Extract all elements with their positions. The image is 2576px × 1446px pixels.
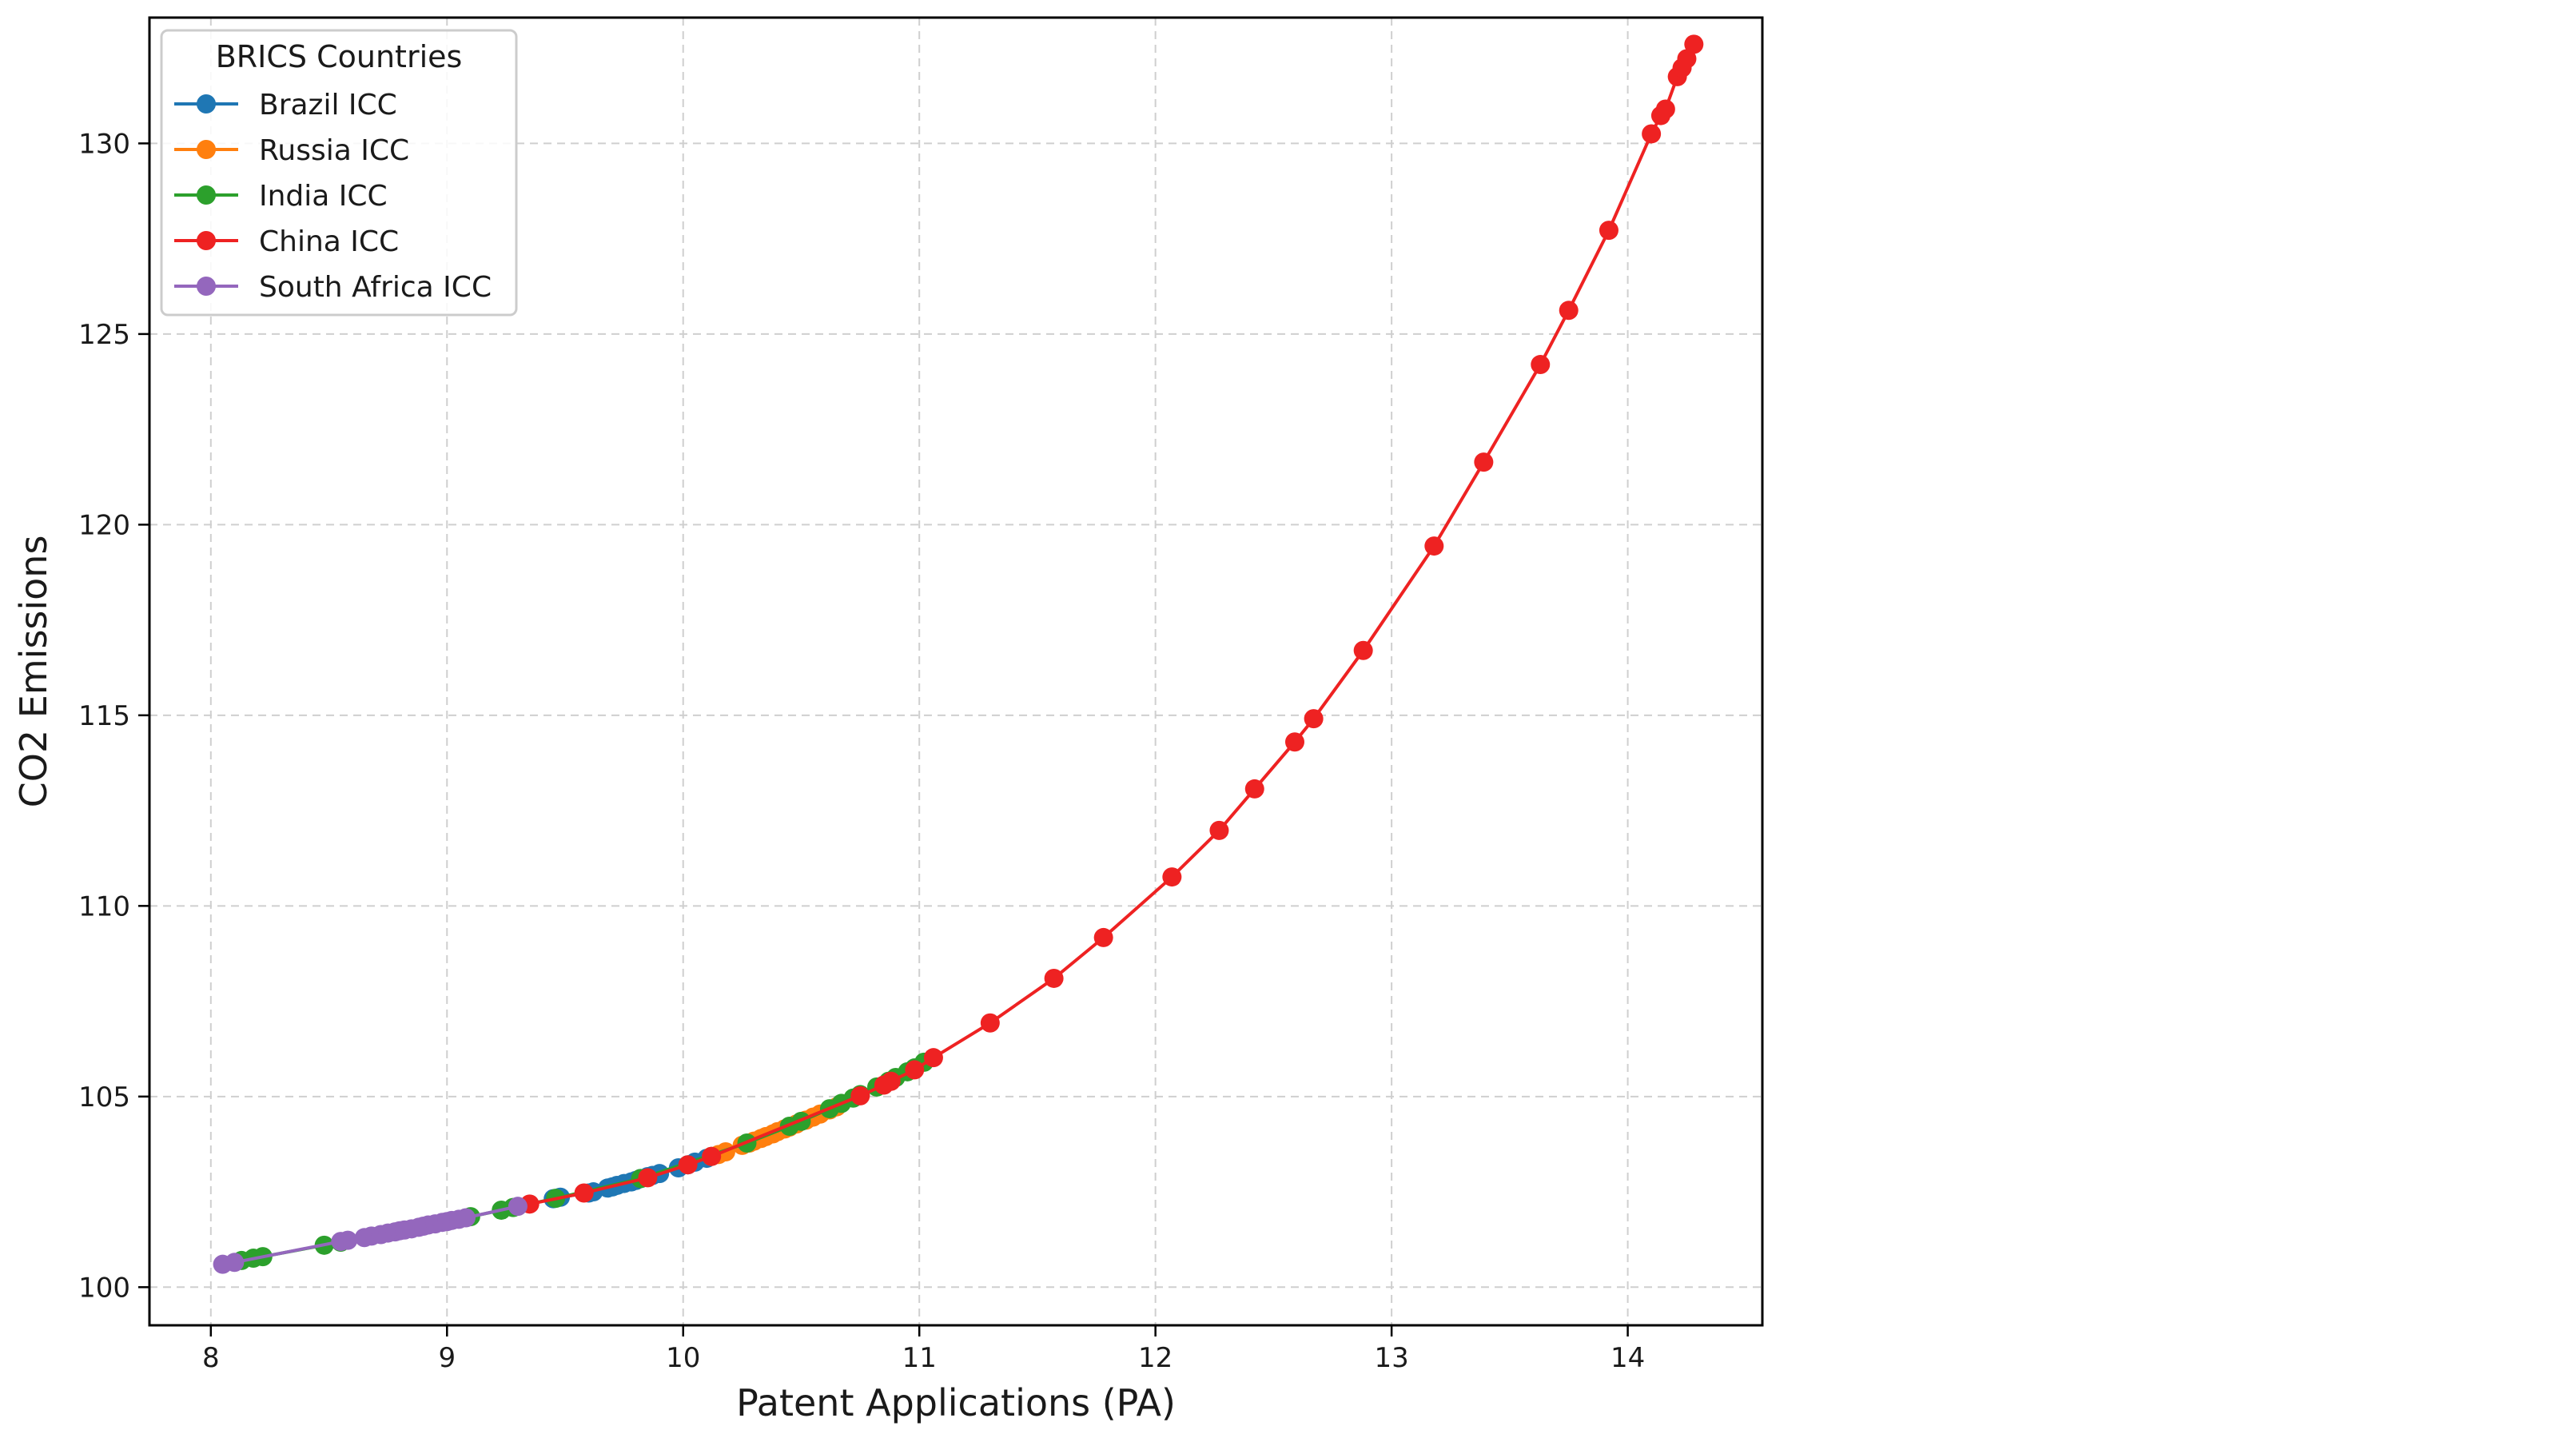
data-point-south-africa-icc (225, 1253, 245, 1273)
legend-label: Brazil ICC (259, 89, 397, 121)
legend-marker (197, 231, 216, 250)
x-tick-label: 14 (1610, 1342, 1645, 1374)
data-point-china-icc (1044, 968, 1064, 988)
data-point-china-icc (1474, 452, 1494, 472)
y-axis: 100 105 110 115 120 125 130 (78, 128, 149, 1304)
y-tick-label: 125 (78, 319, 130, 351)
legend-entry-india-icc: India ICC (174, 180, 388, 213)
data-point-china-icc (923, 1048, 943, 1068)
legend-entries: Brazil ICC Russia ICC India ICC China ICC So… (174, 89, 492, 304)
legend: BRICS Countries Brazil ICC Russia ICC Indi… (160, 29, 518, 317)
legend-label: Russia ICC (259, 134, 409, 167)
legend-label: India ICC (259, 180, 388, 213)
series-line-china-icc (529, 43, 1696, 1206)
data-point-china-icc (574, 1183, 594, 1203)
y-tick-label: 100 (78, 1272, 130, 1304)
legend-title: BRICS Countries (216, 39, 463, 74)
data-point-china-icc (1284, 732, 1304, 752)
legend-marker (197, 94, 216, 114)
data-point-south-africa-icc (456, 1208, 476, 1228)
data-point-china-icc (905, 1060, 925, 1080)
legend-marker (197, 277, 216, 296)
plot-frame (148, 16, 1764, 1327)
data-point-south-africa-icc (508, 1197, 528, 1217)
data-point-china-icc (850, 1085, 870, 1105)
data-point-china-icc (638, 1168, 658, 1188)
data-point-china-icc (678, 1155, 698, 1175)
series-south-africa-icc (213, 1197, 528, 1274)
x-axis: 8 9 10 11 12 13 14 (202, 1325, 1645, 1374)
data-point-china-icc (1559, 301, 1579, 321)
data-point-china-icc (881, 1071, 901, 1091)
data-point-china-icc (1424, 536, 1444, 556)
x-tick-label: 9 (438, 1342, 456, 1374)
legend-marker (197, 185, 216, 205)
data-point-china-icc (1599, 221, 1618, 241)
x-axis-label: Patent Applications (PA) (736, 1381, 1176, 1424)
series-line-india-icc (241, 1061, 926, 1262)
legend-entry-china-icc: China ICC (174, 225, 399, 258)
data-point-china-icc (1353, 640, 1373, 660)
series-layer (213, 34, 1704, 1274)
data-point-china-icc (1684, 34, 1704, 54)
data-point-south-africa-icc (338, 1230, 358, 1250)
x-tick-label: 12 (1138, 1342, 1173, 1374)
data-point-china-icc (702, 1146, 722, 1166)
x-tick-label: 13 (1374, 1342, 1408, 1374)
data-point-china-icc (1655, 99, 1675, 119)
data-point-china-icc (1244, 779, 1264, 799)
data-point-china-icc (1531, 355, 1551, 375)
legend-label: China ICC (259, 225, 399, 258)
x-tick-label: 11 (902, 1342, 937, 1374)
data-point-china-icc (1093, 927, 1113, 947)
y-tick-label: 110 (78, 890, 130, 922)
legend-entry-brazil-icc: Brazil ICC (174, 89, 397, 121)
legend-entry-south-africa-icc: South Africa ICC (174, 271, 492, 304)
data-point-china-icc (1304, 709, 1324, 729)
y-tick-label: 130 (78, 128, 130, 160)
data-point-china-icc (1642, 124, 1662, 144)
y-tick-label: 105 (78, 1082, 130, 1113)
series-china-icc (520, 34, 1704, 1214)
x-tick-label: 10 (666, 1342, 700, 1374)
legend-box (160, 29, 518, 317)
data-point-china-icc (1677, 49, 1697, 69)
legend-entry-russia-icc: Russia ICC (174, 134, 409, 167)
data-point-china-icc (1162, 867, 1182, 887)
y-tick-label: 115 (78, 700, 130, 732)
legend-marker (197, 140, 216, 159)
y-tick-label: 120 (78, 509, 130, 541)
legend-label: South Africa ICC (259, 271, 492, 304)
data-point-china-icc (1209, 820, 1229, 840)
y-axis-label: CO2 Emissions (12, 536, 55, 808)
x-tick-label: 8 (202, 1342, 220, 1374)
data-point-china-icc (980, 1013, 1000, 1033)
